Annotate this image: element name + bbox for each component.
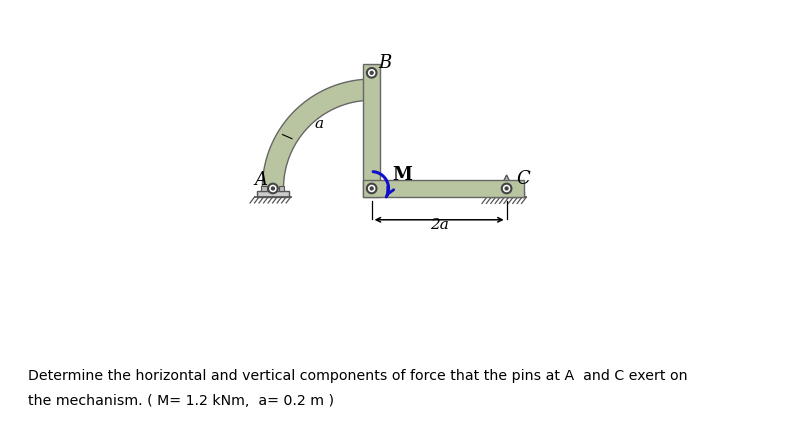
Polygon shape — [279, 186, 285, 191]
Polygon shape — [262, 79, 372, 188]
Text: the mechanism. ( M= 1.2 kNm,  a= 0.2 m ): the mechanism. ( M= 1.2 kNm, a= 0.2 m ) — [28, 394, 334, 408]
Circle shape — [367, 184, 376, 193]
Text: A: A — [255, 171, 268, 189]
Polygon shape — [363, 64, 380, 197]
Text: M: M — [392, 166, 412, 184]
Polygon shape — [494, 187, 500, 191]
Polygon shape — [257, 191, 289, 196]
Circle shape — [268, 184, 278, 193]
Text: a: a — [315, 117, 324, 131]
Circle shape — [272, 187, 274, 190]
Circle shape — [502, 184, 512, 193]
Circle shape — [370, 71, 373, 74]
Polygon shape — [499, 175, 514, 191]
Circle shape — [370, 187, 373, 190]
Text: 2a: 2a — [430, 218, 449, 233]
Polygon shape — [261, 186, 267, 191]
Text: B: B — [379, 54, 392, 72]
Circle shape — [505, 187, 508, 190]
Polygon shape — [363, 180, 524, 197]
Polygon shape — [489, 191, 524, 197]
Text: C: C — [516, 169, 530, 187]
Text: Determine the horizontal and vertical components of force that the pins at A  an: Determine the horizontal and vertical co… — [28, 369, 688, 383]
Polygon shape — [513, 187, 519, 191]
Circle shape — [367, 68, 376, 78]
